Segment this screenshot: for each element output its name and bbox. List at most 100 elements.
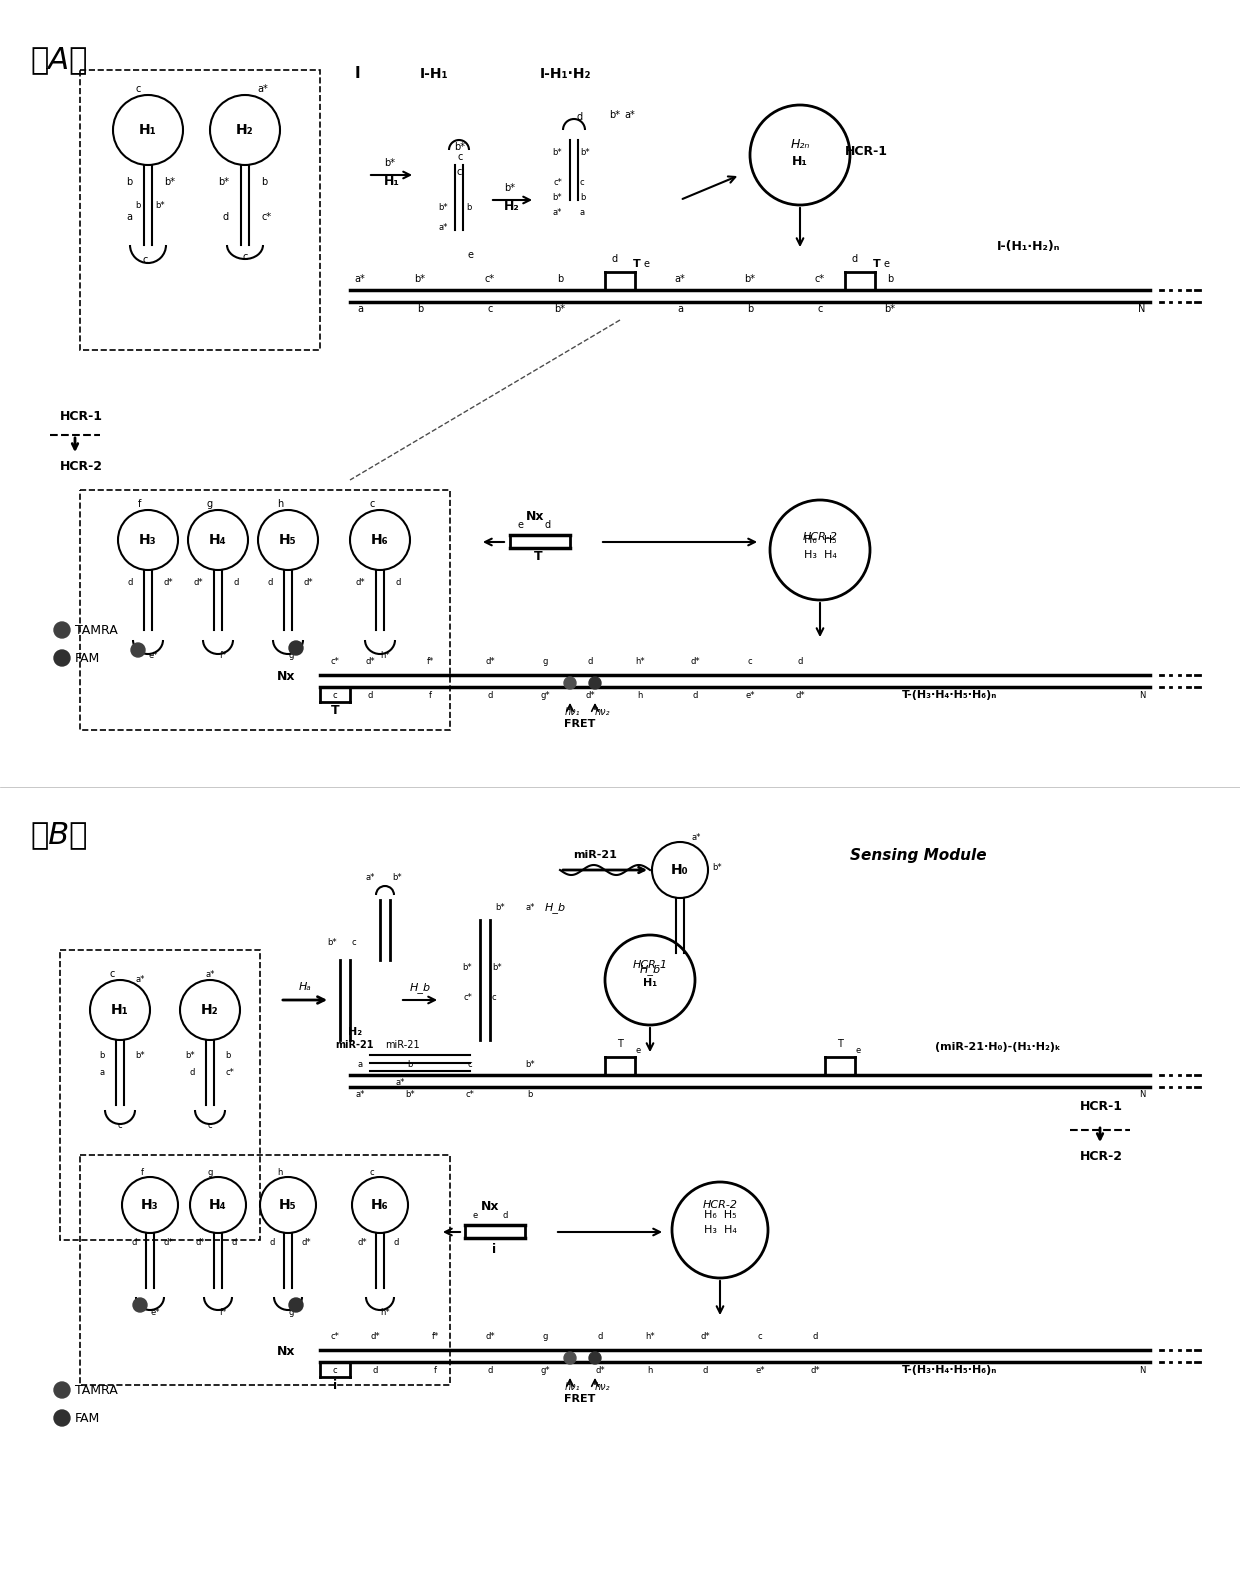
Text: g: g xyxy=(542,656,548,666)
Text: H₆  H₅: H₆ H₅ xyxy=(804,535,836,545)
Text: b*: b* xyxy=(164,176,175,187)
Text: b*: b* xyxy=(884,304,895,313)
Text: H_b: H_b xyxy=(544,902,565,913)
Text: T: T xyxy=(873,260,880,269)
Text: d: d xyxy=(692,691,698,700)
Circle shape xyxy=(589,677,601,689)
Text: miR-21: miR-21 xyxy=(336,1040,374,1050)
Text: e*: e* xyxy=(745,691,755,700)
Text: c: c xyxy=(332,691,337,700)
Text: g: g xyxy=(542,1332,548,1341)
Text: g*: g* xyxy=(541,691,549,700)
Text: H₄: H₄ xyxy=(210,534,227,548)
Text: c*: c* xyxy=(260,212,272,222)
Text: d: d xyxy=(702,1366,708,1376)
Text: H₆: H₆ xyxy=(371,1198,389,1212)
Text: b*: b* xyxy=(218,176,229,187)
Text: b*: b* xyxy=(712,863,722,872)
Text: b*: b* xyxy=(526,1059,534,1069)
Text: d*: d* xyxy=(485,656,495,666)
Text: c: c xyxy=(109,970,114,979)
Text: （A）: （A） xyxy=(30,46,87,74)
Text: c: c xyxy=(758,1332,763,1341)
Text: d: d xyxy=(233,578,238,587)
Text: d: d xyxy=(231,1239,237,1247)
Text: d: d xyxy=(268,578,273,587)
Text: h: h xyxy=(647,1366,652,1376)
Text: d: d xyxy=(367,691,373,700)
Text: d*: d* xyxy=(357,1239,367,1247)
Text: H₂: H₂ xyxy=(236,123,254,137)
Text: e: e xyxy=(635,1047,640,1055)
Text: a*: a* xyxy=(135,974,144,984)
Text: H₁: H₁ xyxy=(642,977,657,988)
Text: h*: h* xyxy=(381,652,389,660)
Text: f*: f* xyxy=(219,652,227,660)
Text: g: g xyxy=(207,1168,213,1177)
Text: b*: b* xyxy=(392,874,402,881)
Text: I-H₁: I-H₁ xyxy=(420,68,449,80)
Text: c*: c* xyxy=(224,1069,234,1077)
Text: d: d xyxy=(852,253,858,264)
Text: g*: g* xyxy=(541,1366,549,1376)
Text: b: b xyxy=(527,1091,533,1099)
Text: T: T xyxy=(618,1039,622,1048)
Text: d: d xyxy=(577,112,583,123)
Text: b*: b* xyxy=(185,1051,195,1059)
Text: c*: c* xyxy=(331,1332,340,1341)
Text: b*: b* xyxy=(495,903,505,911)
Text: d*: d* xyxy=(196,1239,205,1247)
Text: f*: f* xyxy=(219,1308,227,1317)
Text: d: d xyxy=(372,1366,378,1376)
Text: d*: d* xyxy=(356,578,365,587)
Text: d*: d* xyxy=(701,1332,709,1341)
Text: i: i xyxy=(332,1379,337,1391)
Text: c: c xyxy=(487,304,492,313)
Text: g: g xyxy=(207,499,213,508)
Text: d: d xyxy=(487,1366,492,1376)
Text: c: c xyxy=(817,304,822,313)
Circle shape xyxy=(55,1382,69,1398)
Text: b*: b* xyxy=(554,304,565,313)
Text: a: a xyxy=(100,1069,105,1077)
Circle shape xyxy=(564,1352,577,1365)
Text: i: i xyxy=(492,1243,496,1256)
Text: a*: a* xyxy=(257,83,268,94)
Text: e*: e* xyxy=(150,1308,160,1317)
Text: b: b xyxy=(466,203,471,212)
Text: e: e xyxy=(883,260,889,269)
Text: T-(H₃·H₄·H₅·H₆)ₙ: T-(H₃·H₄·H₅·H₆)ₙ xyxy=(903,689,998,700)
Text: g*: g* xyxy=(288,652,298,660)
Text: a*: a* xyxy=(526,903,534,911)
Text: c: c xyxy=(118,1121,123,1130)
Text: c: c xyxy=(242,252,248,261)
Text: h*: h* xyxy=(381,1308,389,1317)
Text: H₄: H₄ xyxy=(210,1198,227,1212)
Text: b: b xyxy=(135,200,141,209)
Text: c: c xyxy=(492,993,497,1003)
Circle shape xyxy=(564,677,577,689)
Text: d*: d* xyxy=(303,578,312,587)
Text: b*: b* xyxy=(552,194,562,201)
Text: H₃: H₃ xyxy=(141,1198,159,1212)
Text: d: d xyxy=(393,1239,398,1247)
Text: a*: a* xyxy=(553,208,562,217)
Text: b: b xyxy=(887,274,893,283)
Text: g*: g* xyxy=(288,1308,298,1317)
Text: H₂: H₂ xyxy=(348,1026,362,1037)
Text: HCR-2: HCR-2 xyxy=(703,1199,738,1210)
Text: d: d xyxy=(588,656,593,666)
Text: N: N xyxy=(1137,304,1145,313)
Text: HCR-1: HCR-1 xyxy=(844,145,888,157)
Text: a*: a* xyxy=(355,274,366,283)
Text: c*: c* xyxy=(815,274,825,283)
Text: h: h xyxy=(277,499,283,508)
Circle shape xyxy=(589,1352,601,1365)
Text: b: b xyxy=(224,1051,231,1059)
Text: b: b xyxy=(580,194,585,201)
Text: H₁: H₁ xyxy=(384,175,401,187)
Text: b: b xyxy=(417,304,423,313)
Text: f: f xyxy=(434,1366,436,1376)
Text: H₆: H₆ xyxy=(371,534,389,548)
Text: c: c xyxy=(456,167,461,176)
